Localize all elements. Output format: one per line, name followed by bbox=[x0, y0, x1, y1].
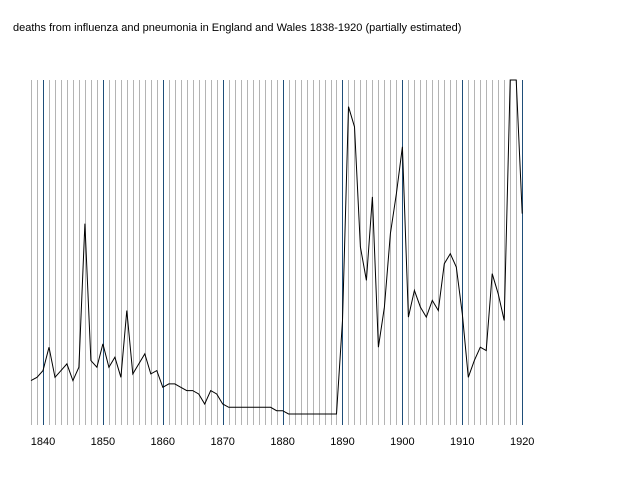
x-tick-label-1910: 1910 bbox=[450, 436, 474, 448]
x-tick-label-1840: 1840 bbox=[31, 436, 55, 448]
x-tick-label-1870: 1870 bbox=[210, 436, 234, 448]
x-tick-label-1900: 1900 bbox=[390, 436, 414, 448]
x-tick-label-1920: 1920 bbox=[510, 436, 534, 448]
line-layer bbox=[30, 79, 523, 415]
x-tick-label-1860: 1860 bbox=[151, 436, 175, 448]
x-tick-label-1890: 1890 bbox=[330, 436, 354, 448]
x-tick-labels: 1840 1850 1860 1870 1880 1890 1900 1910 1920 bbox=[31, 436, 535, 448]
series-line-0 bbox=[30, 79, 523, 415]
grid-layer bbox=[31, 80, 523, 425]
chart-title: deaths from influenza and pneumonia in E… bbox=[13, 22, 462, 34]
x-tick-label-1880: 1880 bbox=[270, 436, 294, 448]
x-tick-label-1850: 1850 bbox=[91, 436, 115, 448]
